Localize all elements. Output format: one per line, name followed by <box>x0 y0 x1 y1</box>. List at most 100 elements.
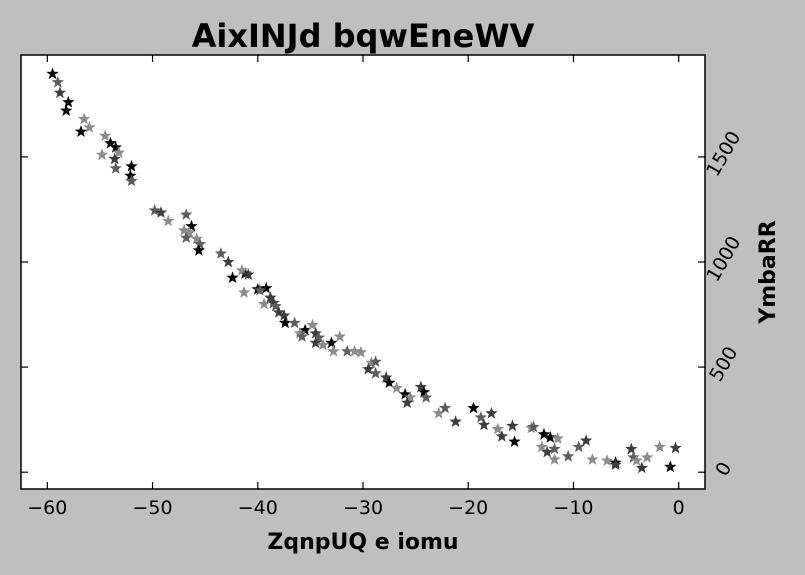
data-point-68 <box>398 387 412 400</box>
data-point-66 <box>383 376 396 389</box>
data-point-23 <box>177 223 191 236</box>
data-point-50 <box>306 318 319 331</box>
data-point-45 <box>278 316 292 329</box>
data-point-48 <box>293 326 307 339</box>
data-point-75 <box>438 401 452 414</box>
x-tick-label: −10 <box>553 497 593 519</box>
data-point-2 <box>53 86 67 99</box>
data-point-37 <box>253 283 267 296</box>
data-point-33 <box>235 263 249 276</box>
data-point-54 <box>316 338 330 351</box>
data-point-49 <box>295 330 309 342</box>
data-point-47 <box>298 323 312 336</box>
data-point-92 <box>551 432 564 444</box>
data-point-3 <box>62 95 75 108</box>
data-point-58 <box>341 344 354 357</box>
data-point-63 <box>362 362 375 375</box>
data-point-107 <box>664 460 677 473</box>
data-point-105 <box>640 450 654 463</box>
data-point-73 <box>419 391 433 403</box>
data-point-104 <box>635 461 649 474</box>
data-point-39 <box>257 297 271 310</box>
data-point-30 <box>222 255 235 268</box>
data-point-44 <box>277 309 291 321</box>
data-point-108 <box>669 441 682 454</box>
data-point-15 <box>125 159 138 172</box>
data-point-0 <box>46 67 59 80</box>
data-point-74 <box>432 406 445 419</box>
data-point-83 <box>506 419 519 432</box>
data-point-20 <box>162 214 175 227</box>
data-point-89 <box>544 431 557 443</box>
data-point-88 <box>537 427 551 440</box>
data-point-91 <box>548 442 561 455</box>
data-point-106 <box>653 440 666 453</box>
x-tick-label: −20 <box>448 497 488 519</box>
data-point-21 <box>180 208 193 220</box>
data-point-94 <box>562 449 575 462</box>
data-point-43 <box>272 305 285 318</box>
chart-title: AixINJd bqwEneWV <box>192 17 535 55</box>
data-point-6 <box>74 125 88 137</box>
data-point-77 <box>467 401 480 414</box>
data-point-28 <box>192 243 206 256</box>
data-point-56 <box>327 344 340 357</box>
data-point-55 <box>325 336 338 349</box>
data-point-80 <box>485 406 498 419</box>
data-point-59 <box>348 344 361 357</box>
x-tick-label: −30 <box>343 497 383 519</box>
data-point-46 <box>288 316 301 329</box>
data-point-81 <box>491 422 504 435</box>
data-point-17 <box>125 174 138 187</box>
data-point-40 <box>264 291 277 303</box>
data-point-60 <box>354 345 368 358</box>
data-point-8 <box>99 129 112 142</box>
data-point-97 <box>586 453 599 465</box>
data-point-67 <box>390 381 403 394</box>
data-point-31 <box>226 271 239 284</box>
data-point-70 <box>401 396 414 409</box>
x-tick-label: 0 <box>673 497 685 519</box>
data-point-1 <box>51 75 65 88</box>
data-point-13 <box>95 148 109 161</box>
data-point-101 <box>625 442 638 455</box>
data-point-57 <box>333 330 347 342</box>
data-point-41 <box>267 296 280 309</box>
data-point-78 <box>474 411 488 423</box>
data-point-98 <box>600 454 614 466</box>
data-point-76 <box>449 415 462 427</box>
data-point-82 <box>495 429 509 442</box>
data-point-26 <box>190 232 203 245</box>
data-point-52 <box>312 331 325 343</box>
data-point-24 <box>183 226 196 238</box>
data-point-71 <box>414 380 428 393</box>
data-point-25 <box>180 231 193 244</box>
data-point-102 <box>627 450 640 463</box>
data-point-34 <box>242 268 255 280</box>
plot-area <box>21 55 705 489</box>
data-point-62 <box>369 355 382 368</box>
data-point-18 <box>148 204 161 216</box>
data-point-96 <box>579 434 593 446</box>
data-point-38 <box>237 285 251 298</box>
data-point-64 <box>369 366 382 379</box>
data-point-4 <box>60 104 73 116</box>
data-point-90 <box>540 445 554 458</box>
data-point-11 <box>112 146 126 158</box>
x-axis-label: ZqnpUQ e iomu <box>267 530 458 555</box>
data-point-19 <box>154 206 168 218</box>
data-point-103 <box>630 454 643 466</box>
x-tick-label: −50 <box>132 497 172 519</box>
data-point-42 <box>269 299 282 312</box>
data-point-5 <box>77 112 91 125</box>
data-point-10 <box>109 140 122 153</box>
data-point-9 <box>104 136 117 149</box>
data-point-36 <box>260 281 273 294</box>
data-point-93 <box>548 453 561 465</box>
data-point-87 <box>535 440 549 453</box>
data-point-61 <box>365 356 378 369</box>
data-point-95 <box>572 440 585 453</box>
data-point-100 <box>609 458 622 471</box>
